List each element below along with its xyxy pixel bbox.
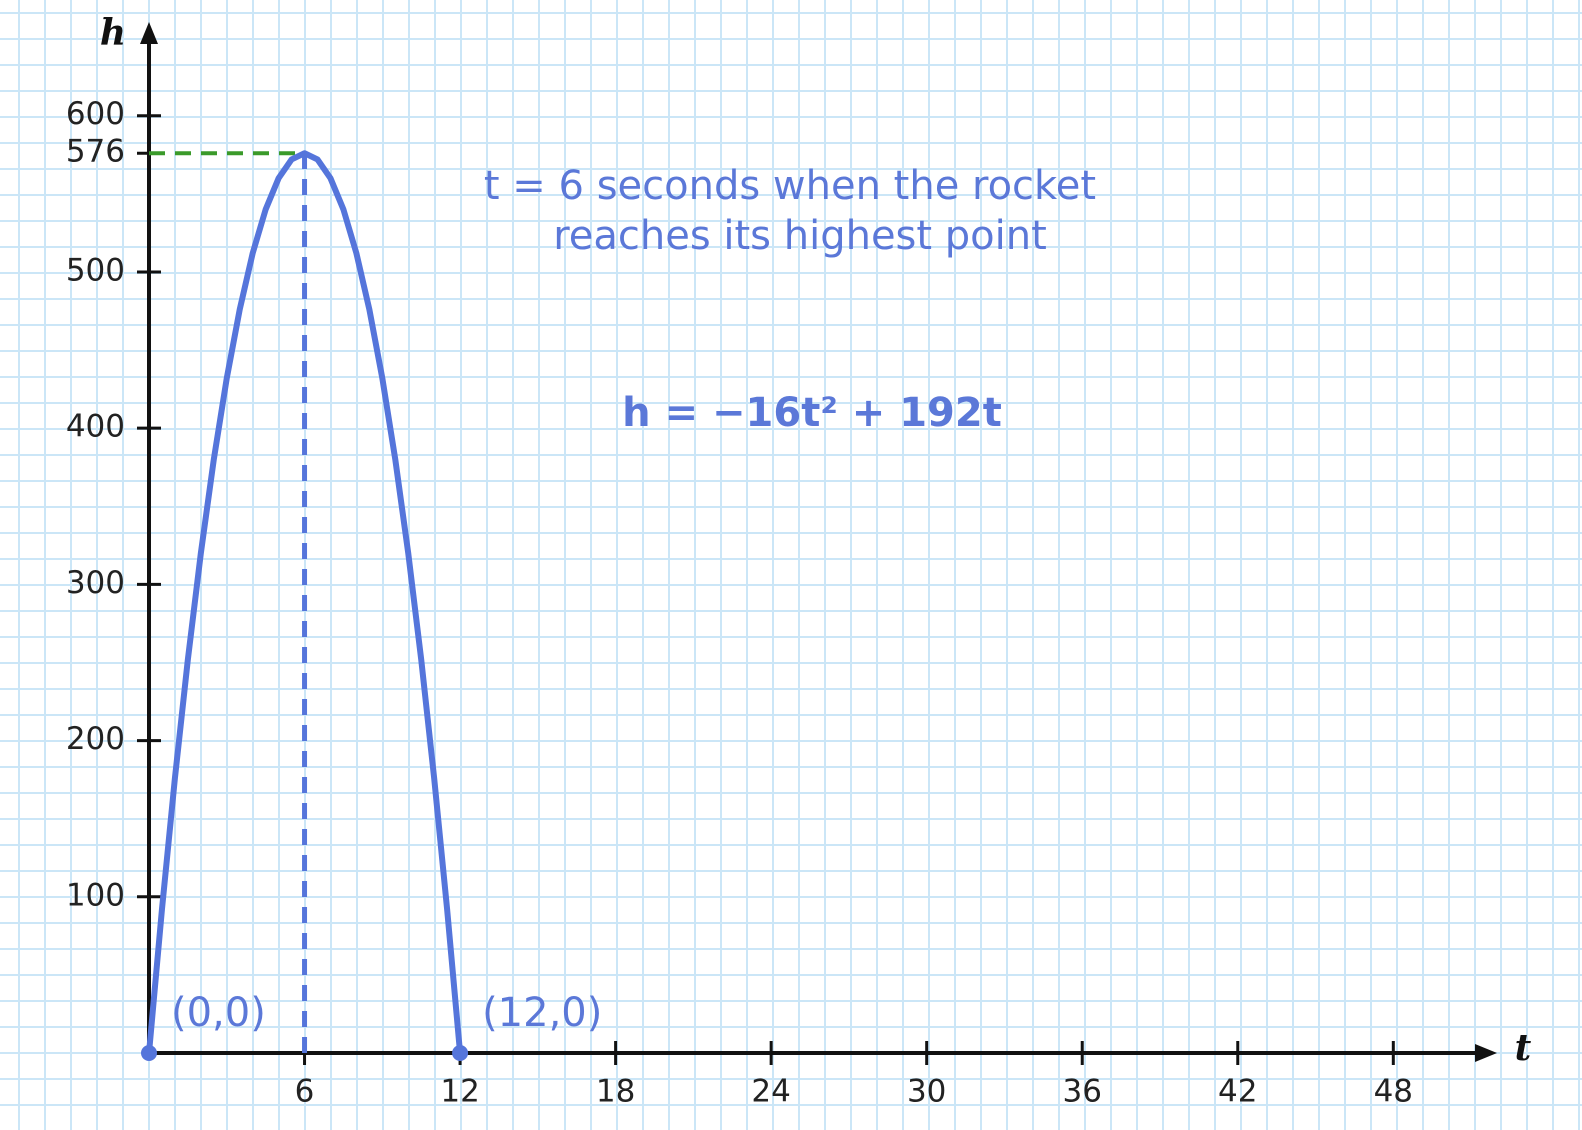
x-tick-label: 30: [907, 1074, 946, 1110]
point-label: (0,0): [171, 990, 266, 1036]
x-axis-label: t: [1515, 1027, 1532, 1069]
y-tick-label: 576: [66, 134, 125, 170]
y-tick-label: 100: [66, 877, 125, 913]
annotation: reaches its highest point: [553, 213, 1047, 259]
y-tick-label: 500: [66, 252, 125, 288]
x-tick-label: 18: [596, 1074, 635, 1110]
endpoint: [141, 1045, 157, 1061]
y-tick-label: 400: [66, 409, 125, 445]
curve: [146, 150, 464, 1054]
x-tick-label: 6: [295, 1074, 315, 1110]
point-label: (12,0): [482, 990, 602, 1036]
y-tick-label: 200: [66, 721, 125, 757]
y-tick-label: 300: [66, 565, 125, 601]
x-axis-arrow: [1475, 1044, 1497, 1062]
annotation: t = 6 seconds when the rocket: [484, 163, 1096, 209]
equation: h = −16t² + 192t: [622, 390, 1002, 436]
y-tick-label: 600: [66, 96, 125, 132]
x-tick-label: 42: [1218, 1074, 1257, 1110]
x-tick-label: 36: [1063, 1074, 1102, 1110]
x-tick-label: 48: [1374, 1074, 1413, 1110]
x-tick-label: 24: [751, 1074, 790, 1110]
endpoint: [452, 1045, 469, 1061]
y-axis-label: h: [100, 12, 126, 54]
x-tick-label: 12: [440, 1074, 479, 1110]
y-axis-arrow: [140, 22, 158, 44]
